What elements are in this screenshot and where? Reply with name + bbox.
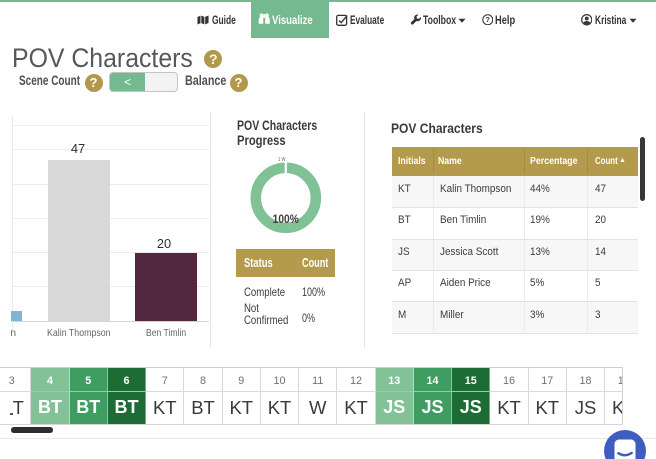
svg-text:?: ? bbox=[485, 16, 489, 24]
